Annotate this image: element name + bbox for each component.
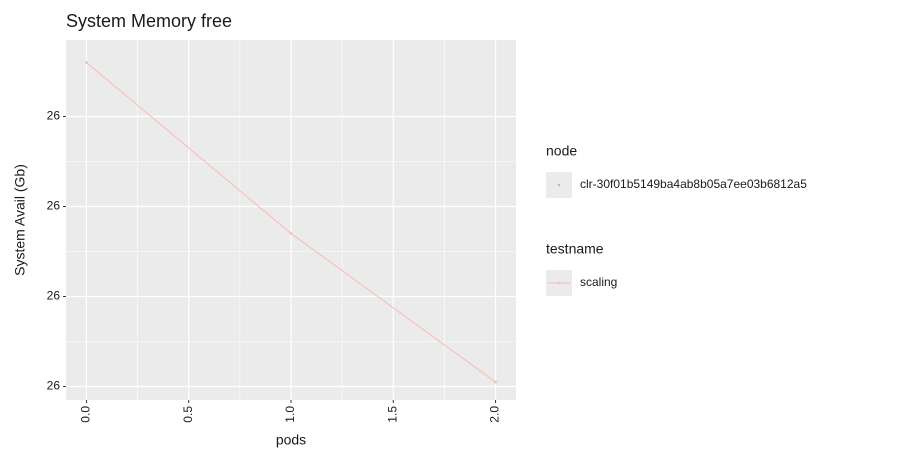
- chart-title: System Memory free: [66, 11, 232, 31]
- x-axis-title: pods: [276, 432, 306, 448]
- legend-dot: [557, 281, 561, 285]
- y-tick-label: 26: [47, 199, 61, 213]
- legend-label: scaling: [580, 275, 617, 289]
- legend-label: clr-30f01b5149ba4ab8b05a7ee03b6812a5: [580, 177, 807, 191]
- data-point: [289, 232, 293, 235]
- y-tick-label: 26: [47, 109, 61, 123]
- y-axis-title: System Avail (Gb): [12, 164, 28, 276]
- x-tick-label: 0.5: [181, 406, 195, 423]
- y-tick-label: 26: [47, 289, 61, 303]
- x-tick-label: 1.0: [283, 406, 297, 423]
- legend-title: testname: [546, 241, 604, 257]
- data-point: [84, 61, 88, 64]
- x-tick-label: 1.5: [385, 406, 399, 423]
- legend-dot: [557, 183, 561, 187]
- data-point: [494, 380, 498, 384]
- x-tick-label: 0.0: [79, 406, 93, 423]
- y-tick-label: 26: [47, 379, 61, 393]
- legend-title: node: [546, 143, 577, 159]
- x-tick-label: 2.0: [488, 406, 502, 423]
